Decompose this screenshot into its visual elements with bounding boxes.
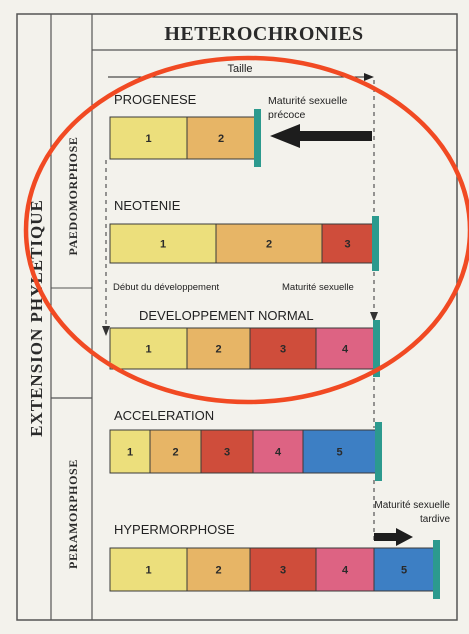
- row-name-progenese: PROGENESE: [114, 92, 197, 107]
- annotation-debut-developpement: Début du développement: [113, 282, 220, 293]
- annotation-maturite-sexuelle: Maturité sexuelle: [282, 282, 354, 293]
- stage-label: 3: [280, 344, 286, 356]
- late-maturity-arrow: [374, 528, 413, 546]
- early-maturity-arrow: [270, 124, 372, 148]
- row-name-acceleration: ACCELERATION: [114, 408, 214, 423]
- stage-label: 5: [336, 447, 342, 459]
- stage-label: 1: [145, 344, 151, 356]
- stage-label: 4: [342, 565, 349, 577]
- stage-label: 2: [218, 133, 224, 145]
- label-paedomorphose: PAEDOMORPHOSE: [66, 137, 80, 256]
- stage-label: 4: [275, 447, 282, 459]
- maturity-marker: [254, 109, 261, 167]
- bar-row-developpement-normal: 1 2 3 4: [110, 320, 380, 377]
- stage-label: 1: [145, 565, 151, 577]
- annotation-maturite-tardive-1: Maturité sexuelle: [374, 500, 450, 511]
- label-peramorphose: PERAMORPHOSE: [66, 459, 80, 569]
- annotation-maturite-tardive-2: tardive: [420, 514, 450, 525]
- annotation-maturite-precoce-2: précoce: [268, 109, 306, 121]
- stage-label: 2: [215, 344, 221, 356]
- bar-row-acceleration: 1 2 3 4 5: [110, 422, 382, 481]
- stage-label: 1: [145, 133, 151, 145]
- maturity-marker: [433, 540, 440, 599]
- stage-label: 1: [160, 239, 166, 251]
- maturity-marker: [375, 422, 382, 481]
- diagram-title: HETEROCHRONIES: [164, 23, 363, 45]
- stage-label: 3: [224, 447, 230, 459]
- bar-row-hypermorphose: 1 2 3 4 5: [110, 540, 440, 599]
- taille-label: Taille: [227, 63, 252, 75]
- stage-label: 4: [342, 344, 349, 356]
- stage-label: 1: [127, 447, 133, 459]
- taille-arrowhead: [364, 73, 374, 81]
- bar-row-neotenie: 1 2 3: [110, 216, 379, 271]
- maturity-marker: [372, 216, 379, 271]
- stage-label: 2: [172, 447, 178, 459]
- stage-label: 3: [344, 239, 350, 251]
- annotation-maturite-precoce-1: Maturité sexuelle: [268, 95, 348, 107]
- stage-label: 3: [280, 565, 286, 577]
- start-dashed-arrowhead: [102, 326, 110, 336]
- stage-label: 5: [401, 565, 407, 577]
- stage-label: 2: [266, 239, 272, 251]
- label-extension-phyletique: EXTENSION PHYLETIQUE: [27, 199, 46, 437]
- row-name-neotenie: NEOTENIE: [114, 198, 181, 213]
- row-name-developpement-normal: DEVELOPPEMENT NORMAL: [139, 308, 314, 323]
- row-name-hypermorphose: HYPERMORPHOSE: [114, 522, 235, 537]
- stage-label: 2: [215, 565, 221, 577]
